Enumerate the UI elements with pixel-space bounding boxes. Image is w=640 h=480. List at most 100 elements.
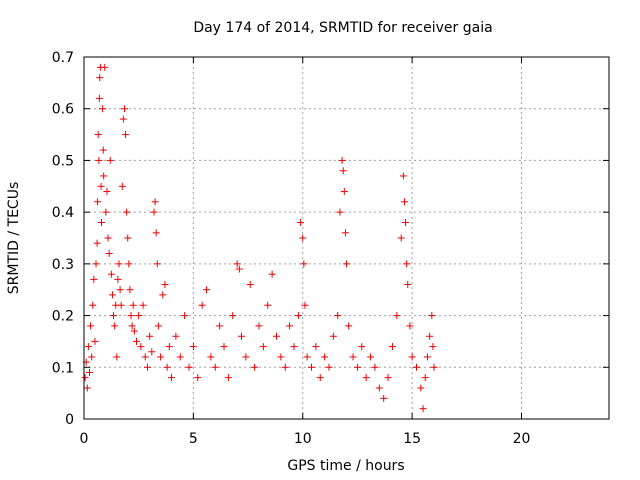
data-point (130, 327, 138, 335)
data-point (329, 332, 337, 340)
data-point (216, 322, 224, 330)
data-point (87, 322, 95, 330)
data-point (95, 94, 103, 102)
data-point (281, 363, 289, 371)
data-point (336, 208, 344, 216)
x-tick-label: 20 (513, 431, 531, 447)
data-point (153, 260, 161, 268)
data-point (325, 363, 333, 371)
data-point (189, 343, 197, 351)
data-point (161, 281, 169, 289)
data-point (393, 312, 401, 320)
data-point (94, 131, 102, 139)
data-point (233, 260, 241, 268)
data-point (129, 301, 137, 309)
data-point (119, 115, 127, 123)
y-tick-label: 0.3 (52, 257, 74, 273)
data-point (341, 229, 349, 237)
data-point (168, 374, 175, 382)
x-tick-label: 5 (189, 431, 198, 447)
data-point (115, 260, 123, 268)
data-point (419, 405, 427, 413)
data-point (404, 281, 412, 289)
data-point (339, 167, 347, 175)
data-point (273, 332, 280, 340)
x-axis-label: GPS time / hours (287, 458, 404, 474)
data-point (362, 374, 370, 382)
data-point (89, 301, 97, 309)
data-point (107, 270, 115, 278)
data-point (421, 374, 429, 382)
data-point (126, 286, 134, 294)
data-point (91, 337, 99, 345)
data-point (194, 374, 202, 382)
data-point (110, 312, 118, 320)
data-point (106, 156, 114, 164)
data-point (127, 312, 135, 320)
data-point (103, 187, 111, 195)
data-point (408, 353, 416, 361)
data-point (255, 322, 263, 330)
data-point (137, 343, 145, 351)
data-point (300, 260, 308, 268)
data-point (423, 353, 431, 361)
data-point (294, 312, 302, 320)
data-point (413, 363, 420, 371)
data-point (113, 353, 121, 361)
data-point (343, 260, 350, 268)
data-point (312, 343, 320, 351)
data-point (207, 353, 215, 361)
data-point (99, 105, 107, 113)
y-tick-label: 0.2 (52, 309, 74, 325)
data-point (358, 343, 366, 351)
data-point (251, 363, 259, 371)
data-point (111, 322, 119, 330)
data-point (426, 332, 434, 340)
y-tick-label: 0.1 (52, 360, 74, 376)
data-point (157, 353, 165, 361)
data-point (154, 322, 162, 330)
data-point (286, 322, 294, 330)
data-point (83, 384, 91, 392)
data-point (430, 363, 438, 371)
data-point (124, 234, 132, 242)
data-point (299, 234, 307, 242)
data-point (98, 218, 105, 226)
data-point (297, 218, 305, 226)
data-point (133, 337, 140, 345)
data-point (211, 363, 219, 371)
data-point (402, 218, 410, 226)
data-point (185, 363, 193, 371)
data-point (338, 156, 346, 164)
data-point (125, 260, 133, 268)
data-points (81, 63, 438, 413)
x-tick-label: 15 (403, 431, 421, 447)
data-point (429, 343, 437, 351)
grid (84, 57, 609, 419)
data-point (246, 281, 254, 289)
data-point (353, 363, 361, 371)
data-point (88, 353, 96, 361)
data-point (93, 239, 101, 247)
data-point (403, 260, 411, 268)
data-point (316, 374, 324, 382)
data-point (334, 312, 342, 320)
data-point (321, 353, 329, 361)
data-point (95, 156, 103, 164)
data-point (242, 353, 250, 361)
data-point (375, 384, 383, 392)
data-point (108, 291, 116, 299)
axis-ticks: 0 5 10 15 20 0 0.1 0.2 0.3 0.4 0.5 0.6 0.7 (52, 50, 609, 447)
y-tick-label: 0 (65, 412, 74, 428)
data-point (118, 182, 126, 190)
data-point (198, 301, 206, 309)
data-point (122, 131, 130, 139)
data-point (139, 301, 147, 309)
data-point (349, 353, 357, 361)
data-point (165, 343, 173, 351)
data-point (224, 374, 232, 382)
data-point (235, 265, 243, 273)
data-point (259, 343, 267, 351)
data-point (116, 286, 124, 294)
